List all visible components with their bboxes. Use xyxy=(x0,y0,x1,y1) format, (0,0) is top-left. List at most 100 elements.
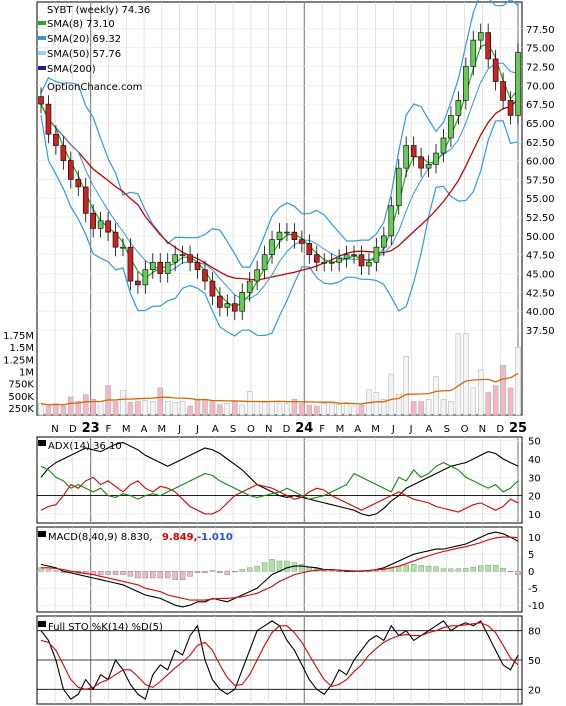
volume-bar xyxy=(82,394,89,416)
volume-bar xyxy=(120,389,126,416)
legend-swatch xyxy=(38,440,46,446)
volume-bar xyxy=(276,403,283,416)
macd-histogram-bar xyxy=(172,571,178,580)
macd-histogram-bar xyxy=(485,564,491,572)
macd-histogram-bar xyxy=(261,562,268,572)
macd-histogram-bar xyxy=(328,570,335,572)
volume-bar xyxy=(217,404,223,416)
candle-body xyxy=(164,261,171,274)
macd-histogram-bar xyxy=(276,560,283,572)
x-tick-label: 24 xyxy=(295,421,313,436)
macd-histogram-bar xyxy=(135,571,141,579)
candle-body xyxy=(492,58,499,82)
sto-title: Full STO %K(14) %D(5) xyxy=(48,622,163,633)
candle-body xyxy=(425,164,432,169)
candle-body xyxy=(470,39,477,67)
indicator-tick-label: 40 xyxy=(528,455,541,466)
candle-body xyxy=(418,156,424,169)
volume-bar xyxy=(164,401,171,416)
volume-bar xyxy=(358,404,365,416)
price-tick-label: 55.00 xyxy=(526,194,555,205)
series--d xyxy=(40,622,519,690)
bollinger-upper xyxy=(40,0,519,268)
volume-bar xyxy=(90,398,96,416)
macd-histogram-value: -1.010 xyxy=(197,532,233,543)
price-title: SYBT (weekly) 74.36 xyxy=(47,5,150,16)
volume-bar xyxy=(68,396,74,416)
volume-bar xyxy=(38,403,44,416)
candle-body xyxy=(135,280,141,286)
x-tick-label: A xyxy=(426,424,433,435)
volume-bar xyxy=(60,405,67,416)
x-tick-label: J xyxy=(409,424,413,435)
candle-body xyxy=(373,246,380,263)
macd-histogram-bar xyxy=(478,565,484,572)
series-signal xyxy=(41,536,519,601)
volume-bar xyxy=(448,401,454,416)
macd-histogram-bar xyxy=(336,571,342,572)
volume-bar xyxy=(381,398,387,416)
macd-histogram-bar xyxy=(254,565,260,572)
candle-body xyxy=(336,258,342,263)
candle-body xyxy=(306,243,313,256)
price-tick-label: 50.00 xyxy=(526,232,555,243)
sma-long-line xyxy=(40,98,519,281)
candle-body xyxy=(45,103,52,135)
volume-bar xyxy=(403,356,409,416)
volume-bar xyxy=(500,365,506,416)
volume-bar xyxy=(291,398,298,416)
x-tick-label: S xyxy=(444,424,450,435)
volume-bar xyxy=(515,347,521,416)
candle-body xyxy=(120,246,126,249)
macd-histogram-bar xyxy=(157,571,163,579)
macd-histogram-bar xyxy=(246,567,253,572)
volume-bar xyxy=(507,387,514,416)
price-tick-label: 47.50 xyxy=(526,251,555,262)
macd-histogram-bar xyxy=(448,568,454,572)
macd-histogram-bar xyxy=(217,571,223,574)
candle-body xyxy=(157,261,164,274)
candle-body xyxy=(179,254,186,257)
candle-body xyxy=(38,96,44,105)
indicator-tick-label: 0 xyxy=(528,567,534,578)
macd-histogram-bar xyxy=(187,571,193,577)
macd-histogram-bar xyxy=(366,571,372,572)
macd-histogram-bar xyxy=(284,560,290,572)
x-tick-label: S xyxy=(230,424,236,435)
indicator-tick-label: -10 xyxy=(528,601,544,612)
legend-swatch xyxy=(38,66,46,70)
price-tick-label: 57.50 xyxy=(526,175,555,186)
candle-body xyxy=(403,145,410,169)
candle-body xyxy=(149,261,156,271)
price-tick-label: 77.50 xyxy=(526,25,555,36)
volume-bar xyxy=(202,398,208,416)
price-tick-label: 70.00 xyxy=(526,81,555,92)
candle-body xyxy=(246,280,253,293)
macd-histogram-bar xyxy=(97,571,104,575)
x-tick-label: 23 xyxy=(82,421,100,436)
volume-tick-label: 250K xyxy=(8,404,34,415)
indicator-tick-label: 20 xyxy=(528,492,541,503)
price-panel xyxy=(36,1,523,416)
macd-histogram-bar xyxy=(515,571,521,575)
candle-body xyxy=(366,261,372,267)
price-tick-label: 62.50 xyxy=(526,138,555,149)
candle-body xyxy=(97,220,104,229)
macd-histogram-bar xyxy=(232,571,238,573)
volume-ma-line xyxy=(40,372,519,406)
macd-histogram-bar xyxy=(209,570,216,572)
candle-body xyxy=(269,239,275,256)
volume-bar xyxy=(440,398,447,416)
price-tick-label: 45.00 xyxy=(526,270,555,281)
volume-bar xyxy=(396,394,402,416)
indicator-tick-label: 20 xyxy=(528,685,541,696)
series--di xyxy=(40,461,519,500)
candle-body xyxy=(261,254,268,271)
macd-histogram-bar xyxy=(381,569,387,572)
x-tick-label: O xyxy=(247,424,255,435)
series-adx xyxy=(40,441,519,517)
candle-body xyxy=(194,261,201,271)
volume-bar xyxy=(321,403,327,416)
source-label: OptionChance.com xyxy=(47,82,142,93)
